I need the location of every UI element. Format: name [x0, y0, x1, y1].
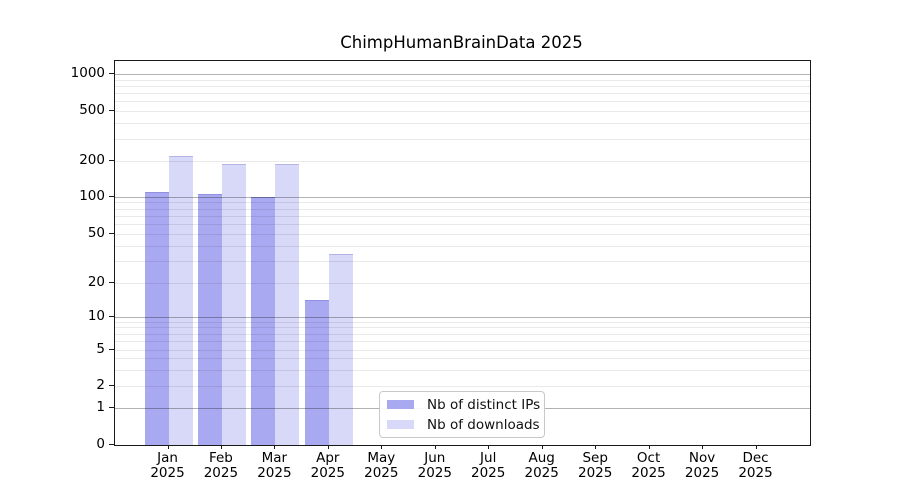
legend: Nb of distinct IPs Nb of downloads: [379, 391, 545, 438]
x-tick-label-jun: Jun 2025: [417, 450, 452, 481]
bar-nb-of-downloads-mar: [275, 163, 300, 445]
y-tick-label-0: 0: [96, 436, 105, 452]
x-tick-mark-jun: [434, 445, 436, 449]
x-tick-mark-dec: [755, 445, 757, 449]
y-tick-mark-500: [109, 110, 114, 111]
x-tick-label-may: May 2025: [364, 450, 399, 481]
x-tick-mark-may: [381, 445, 383, 449]
bar-nb-of-downloads-feb: [221, 163, 246, 445]
legend-label-downloads: Nb of downloads: [427, 416, 540, 433]
chart-title: ChimpHumanBrainData 2025: [340, 33, 583, 52]
x-tick-label-dec: Dec 2025: [738, 450, 773, 481]
legend-item-distinct-ips: Nb of distinct IPs: [387, 397, 540, 413]
x-tick-mark-jul: [488, 445, 490, 449]
y-tick-mark-50: [109, 233, 114, 234]
x-tick-label-sep: Sep 2025: [578, 450, 613, 481]
bar-nb-of-downloads-jan: [168, 155, 193, 445]
x-tick-mark-aug: [541, 445, 543, 449]
x-tick-mark-mar: [274, 445, 276, 449]
y-tick-label-1000: 1000: [70, 65, 105, 81]
y-tick-label-500: 500: [79, 102, 105, 118]
bar-nb-of-distinct-ips-feb: [197, 194, 222, 445]
x-tick-label-oct: Oct 2025: [631, 450, 666, 481]
x-tick-mark-sep: [595, 445, 597, 449]
y-tick-label-2: 2: [96, 377, 105, 393]
legend-swatch-downloads: [387, 420, 414, 429]
y-tick-mark-200: [109, 160, 114, 161]
y-tick-label-5: 5: [96, 340, 105, 357]
x-tick-label-jan: Jan 2025: [150, 450, 185, 481]
y-tick-mark-10: [109, 315, 114, 317]
x-tick-label-nov: Nov 2025: [684, 450, 720, 481]
x-tick-mark-oct: [648, 445, 650, 449]
y-tick-mark-100: [109, 195, 114, 197]
legend-swatch-distinct-ips: [387, 400, 414, 409]
bar-nb-of-distinct-ips-apr: [304, 300, 329, 445]
bars-layer: [115, 61, 810, 445]
y-tick-mark-2: [109, 385, 114, 386]
x-tick-mark-apr: [327, 445, 329, 449]
bar-nb-of-downloads-apr: [328, 254, 353, 445]
x-tick-label-mar: Mar 2025: [257, 450, 292, 481]
x-tick-mark-nov: [702, 445, 704, 449]
legend-item-downloads: Nb of downloads: [387, 417, 540, 433]
y-tick-mark-20: [109, 281, 114, 283]
bar-nb-of-distinct-ips-mar: [251, 196, 276, 445]
x-tick-label-apr: Apr 2025: [310, 450, 345, 481]
y-tick-mark-1: [109, 407, 114, 408]
plot-area: Nb of distinct IPs Nb of downloads: [114, 60, 811, 446]
legend-label-distinct-ips: Nb of distinct IPs: [427, 396, 541, 413]
y-tick-mark-1000: [109, 73, 114, 74]
bar-nb-of-distinct-ips-jan: [144, 191, 169, 445]
y-tick-label-100: 100: [79, 187, 105, 204]
y-tick-label-50: 50: [87, 225, 105, 241]
y-tick-label-10: 10: [87, 307, 105, 324]
x-tick-label-feb: Feb 2025: [203, 450, 239, 481]
x-tick-mark-feb: [220, 445, 222, 449]
y-tick-mark-0: [109, 444, 114, 445]
y-tick-label-1: 1: [96, 399, 105, 415]
x-tick-label-jul: Jul 2025: [471, 450, 506, 481]
x-tick-label-aug: Aug 2025: [524, 450, 559, 481]
y-tick-mark-5: [109, 348, 114, 350]
y-tick-label-200: 200: [79, 152, 105, 168]
y-tick-label-20: 20: [87, 273, 105, 290]
x-tick-mark-jan: [167, 445, 169, 449]
